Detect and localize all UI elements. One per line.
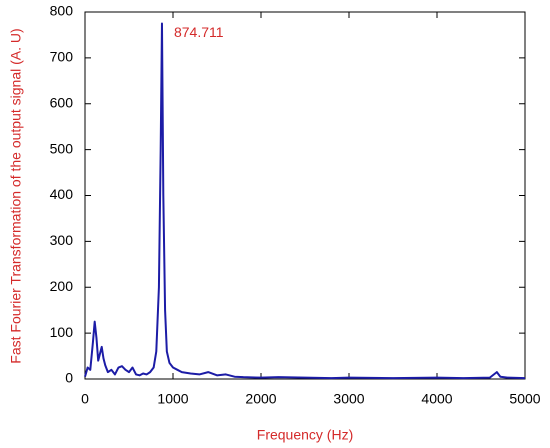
y-tick-label: 100 xyxy=(50,324,74,340)
x-tick-label: 3000 xyxy=(333,391,364,407)
y-tick-label: 800 xyxy=(50,3,74,19)
y-tick-label: 700 xyxy=(50,49,74,65)
plot-frame xyxy=(84,11,526,380)
y-axis-title: Fast Fourier Transformation of the outpu… xyxy=(8,28,24,363)
y-tick-label: 600 xyxy=(50,94,74,110)
y-tick-label: 300 xyxy=(50,232,74,248)
y-tick-label: 500 xyxy=(50,140,74,156)
x-tick-label: 4000 xyxy=(421,391,452,407)
x-tick-label: 0 xyxy=(81,391,89,407)
annotation: 874.711 xyxy=(174,24,224,40)
x-axis-title: Frequency (Hz) xyxy=(257,427,353,443)
y-tick-label: 400 xyxy=(50,186,74,202)
y-tick-label: 200 xyxy=(50,278,74,294)
x-tick-label: 5000 xyxy=(509,391,540,407)
x-tick-label: 1000 xyxy=(157,391,188,407)
x-tick-label: 2000 xyxy=(245,391,276,407)
y-tick-label: 0 xyxy=(65,370,73,386)
data-line xyxy=(84,22,526,380)
